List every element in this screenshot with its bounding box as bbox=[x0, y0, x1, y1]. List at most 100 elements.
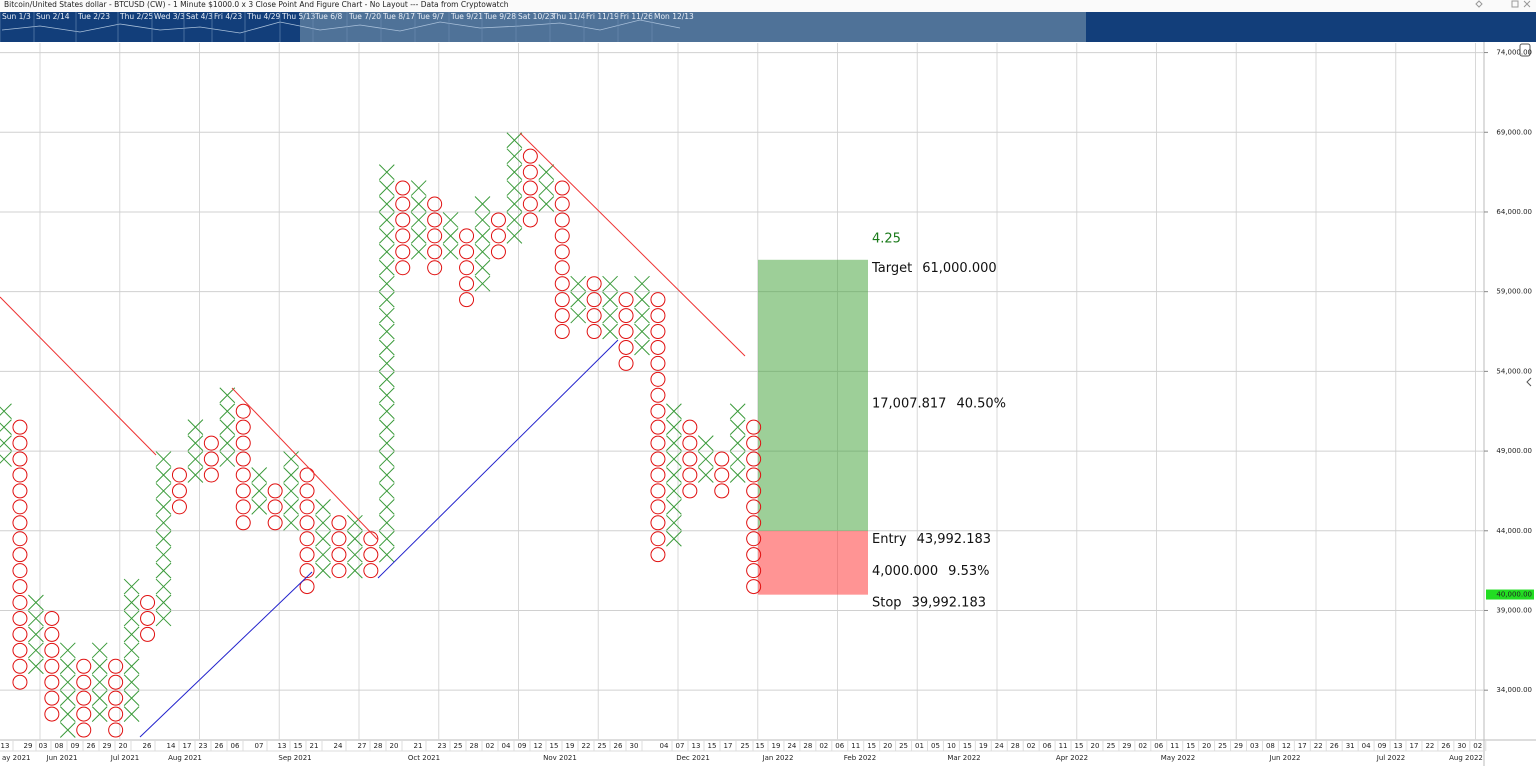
x-day-label: 15 bbox=[1075, 742, 1084, 750]
x-box bbox=[378, 180, 395, 196]
o-box bbox=[746, 563, 762, 579]
o-box bbox=[108, 658, 124, 674]
o-box bbox=[746, 515, 762, 531]
x-day-label: 28 bbox=[470, 742, 479, 750]
position-value: 4,000.000 bbox=[872, 563, 938, 578]
o-box bbox=[554, 292, 570, 308]
x-box bbox=[474, 212, 491, 228]
x-box bbox=[474, 228, 491, 244]
close-icon[interactable] bbox=[1523, 0, 1531, 8]
o-box bbox=[108, 674, 124, 690]
o-box bbox=[395, 244, 411, 260]
x-box bbox=[283, 467, 299, 483]
x-box bbox=[378, 307, 395, 324]
o-box bbox=[235, 403, 251, 419]
o-column bbox=[714, 451, 730, 499]
x-day-label: 25 bbox=[598, 742, 607, 750]
o-column bbox=[267, 483, 283, 531]
o-column bbox=[299, 467, 315, 595]
navigator-date: Tue 8/17 bbox=[382, 12, 415, 21]
o-box bbox=[427, 212, 443, 228]
x-day-label: 30 bbox=[1457, 742, 1466, 750]
x-box bbox=[666, 530, 682, 547]
o-box bbox=[490, 212, 506, 228]
collapse-icon[interactable] bbox=[1526, 377, 1532, 387]
x-box bbox=[697, 435, 714, 451]
x-box bbox=[59, 690, 76, 707]
x-box bbox=[729, 419, 746, 436]
o-box bbox=[427, 228, 443, 244]
o-box bbox=[586, 308, 602, 324]
o-box bbox=[235, 515, 251, 531]
o-box bbox=[12, 419, 28, 435]
window-icon[interactable] bbox=[1511, 0, 1519, 8]
position-value: 39,992.183 bbox=[912, 595, 986, 610]
navigator-date: Fri 11/26 bbox=[620, 12, 653, 21]
x-day-label: 24 bbox=[787, 742, 796, 750]
x-box bbox=[378, 275, 395, 292]
o-box bbox=[554, 228, 570, 244]
o-box bbox=[618, 308, 634, 324]
position-box: 4.25 Target 61,000.000 17,007.817 40.50% Entr… bbox=[758, 231, 1006, 610]
x-day-label: 19 bbox=[979, 742, 988, 750]
x-month-label: Sep 2021 bbox=[278, 754, 311, 762]
y-tick-label: 64,000.00 bbox=[1496, 208, 1532, 216]
x-box bbox=[729, 435, 746, 451]
x-box bbox=[219, 419, 236, 436]
x-box bbox=[442, 243, 459, 260]
x-day-label: 29 bbox=[1122, 742, 1131, 750]
x-column bbox=[378, 164, 395, 563]
x-box bbox=[378, 212, 395, 228]
o-box bbox=[140, 626, 156, 642]
x-day-label: 15 bbox=[756, 742, 765, 750]
lock-icon[interactable] bbox=[1519, 43, 1531, 57]
o-box bbox=[363, 547, 379, 563]
x-box bbox=[219, 387, 236, 404]
x-month-label: Jul 2022 bbox=[1376, 754, 1406, 762]
x-box bbox=[474, 275, 491, 292]
o-box bbox=[12, 451, 28, 467]
x-box bbox=[315, 562, 331, 579]
x-box bbox=[378, 371, 395, 388]
x-day-label: 20 bbox=[119, 742, 128, 750]
window-icon[interactable] bbox=[1475, 0, 1483, 8]
o-box bbox=[650, 355, 666, 371]
navigator-window[interactable] bbox=[300, 12, 1086, 42]
x-day-label: 29 bbox=[103, 742, 112, 750]
x-column bbox=[729, 403, 746, 483]
o-box bbox=[554, 180, 570, 196]
x-month-label: Jul 2021 bbox=[110, 754, 140, 762]
x-day-label: 28 bbox=[803, 742, 812, 750]
o-box bbox=[363, 563, 379, 579]
position-value: 40.50% bbox=[956, 396, 1006, 411]
x-box bbox=[251, 499, 268, 515]
x-box bbox=[378, 499, 395, 515]
x-box bbox=[666, 514, 682, 531]
x-day-label: 17 bbox=[724, 742, 733, 750]
o-box bbox=[586, 276, 602, 292]
x-box bbox=[315, 514, 331, 531]
x-box bbox=[666, 483, 682, 499]
o-box bbox=[44, 674, 60, 690]
x-day-label: 11 bbox=[1059, 742, 1068, 750]
o-box bbox=[203, 451, 219, 467]
x-day-label: 13 bbox=[692, 742, 701, 750]
o-column bbox=[682, 419, 698, 499]
o-box bbox=[746, 419, 762, 435]
o-box bbox=[235, 435, 251, 451]
o-box bbox=[650, 483, 666, 499]
x-day-label: 30 bbox=[630, 742, 639, 750]
x-box bbox=[28, 642, 44, 659]
x-box bbox=[634, 291, 650, 308]
x-column bbox=[602, 275, 618, 340]
x-box bbox=[123, 578, 140, 595]
x-box bbox=[729, 451, 746, 467]
o-box bbox=[12, 531, 28, 547]
x-day-label: 26 bbox=[215, 742, 224, 750]
o-box bbox=[203, 435, 219, 451]
x-day-label: 05 bbox=[931, 742, 940, 750]
o-box bbox=[331, 547, 347, 563]
y-tick-label: 54,000.00 bbox=[1496, 367, 1532, 375]
x-day-label: 07 bbox=[255, 742, 264, 750]
o-box bbox=[44, 610, 60, 626]
